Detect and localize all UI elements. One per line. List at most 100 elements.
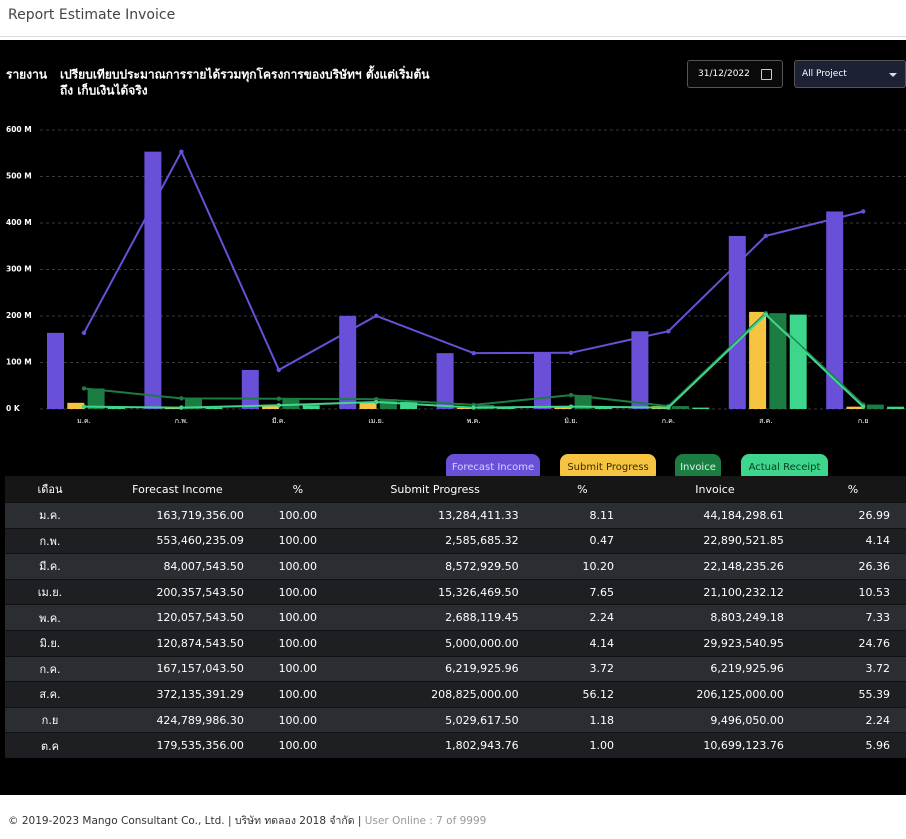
table-row: ส.ค. 372,135,391.29 100.00 208,825,000.00 56… [5,681,906,708]
column-header: Invoice [630,476,800,503]
table-cell: 2,688,119.45 [335,604,535,631]
line-point [763,312,768,317]
y-tick-label: 600 M [6,125,32,134]
table-cell: 2.24 [799,706,906,733]
table-cell: 100.00 [259,527,336,554]
bar [339,315,357,409]
line-point [179,396,184,401]
x-tick-label: มิ.ย. [564,417,577,425]
bar [789,314,807,409]
table-row: ก.ค. 167,157,043.50 100.00 6,219,925.96 3.72… [5,655,906,682]
column-header: Forecast Income [94,476,260,503]
table-cell: 200,357,543.50 [94,578,260,605]
table-cell: 163,719,356.00 [94,502,260,529]
bar [497,407,515,409]
table-cell: 3.72 [534,655,631,682]
table-cell: 22,890,521.85 [630,527,800,554]
y-tick-label: 0 K [6,404,21,413]
bar [241,369,259,409]
table-cell: 100.00 [259,604,336,631]
line-point [568,392,574,398]
table-cell: 29,923,540.95 [630,629,800,657]
table-cell: 100.00 [259,629,336,657]
table-row: พ.ค. 120,057,543.50 100.00 2,688,119.45 2.24… [5,604,906,631]
table-cell: 5,000,000.00 [335,629,535,657]
x-tick-label: พ.ค. [467,417,481,425]
x-tick-label: ก.ย [858,417,869,425]
table-cell: 179,535,356.00 [94,732,260,758]
table-cell: 26.36 [799,553,906,580]
column-header: % [259,476,336,503]
table-row: เม.ย. 200,357,543.50 100.00 15,326,469.50 7.… [5,578,906,605]
table-cell: 26.99 [799,502,906,529]
line-point [763,233,768,239]
chart-title-label: รายงาน [6,68,48,82]
column-header: Submit Progress [335,476,535,503]
table-row: มิ.ย. 120,874,543.50 100.00 5,000,000.00 4.1… [5,629,906,657]
line-point [179,405,184,410]
bar [87,388,105,409]
table-cell: 1.00 [534,732,631,758]
table-cell: 424,789,986.30 [94,706,260,733]
table-cell: 100.00 [259,681,336,708]
table-row: ต.ค 179,535,356.00 100.00 1,802,943.76 1.00 1… [5,732,906,758]
table-cell: 553,460,235.09 [94,527,260,554]
bar [887,406,905,409]
table-cell: 3.72 [799,655,906,682]
table-cell: 2,585,685.32 [335,527,535,554]
table-cell: 15,326,469.50 [335,578,535,605]
table-cell: เม.ย. [5,578,95,605]
bar [826,211,844,409]
line-point [374,313,379,319]
bar [728,235,746,409]
x-tick-label: ม.ค. [77,417,91,425]
table-row: มี.ค. 84,007,543.50 100.00 8,572,929.50 10.2… [5,553,906,580]
bar [67,402,85,409]
bar [574,395,592,409]
bar [47,332,64,409]
user-online: User Online : 7 of 9999 [364,815,487,827]
table-cell: 10.20 [534,553,631,580]
x-tick-label: ก.พ. [175,417,188,425]
bar [205,407,223,409]
line-point [568,404,574,409]
top-bar: Report Estimate Invoice [0,0,906,37]
bar [262,405,280,409]
date-picker[interactable]: 31/12/2022 [687,60,783,88]
bar [400,402,418,409]
table-cell: 100.00 [259,655,336,682]
table-cell: 5.96 [799,732,906,758]
line-point [666,329,671,334]
table-cell: 10,699,123.76 [630,732,800,758]
table-cell: 100.00 [259,502,336,529]
table-cell: พ.ค. [5,604,95,631]
table-cell: 100.00 [259,553,336,580]
table-cell: 2.24 [534,604,631,631]
bar [534,352,551,409]
table-cell: 6,219,925.96 [335,655,535,682]
table-cell: 10.53 [799,578,906,605]
table-cell: 21,100,232.12 [630,578,800,605]
column-header: % [799,476,906,503]
chart-subtitle: ถึง เก็บเงินได้จริง [60,83,148,98]
table-cell: 24.76 [799,629,906,657]
table-cell: ก.ค. [5,655,95,682]
bar [456,407,474,409]
table-cell: 9,496,050.00 [630,706,800,733]
table-cell: 84,007,543.50 [94,553,260,580]
line-point [471,350,476,356]
table-cell: ต.ค [5,732,95,758]
bar [144,151,162,409]
bar [692,407,710,409]
table-cell: มี.ค. [5,553,95,580]
x-tick-label: ส.ค. [759,417,772,425]
project-select[interactable]: All Project [794,60,906,88]
table-cell: 7.65 [534,578,631,605]
bar [379,399,397,409]
bar [769,313,787,409]
x-tick-label: มี.ค. [272,417,286,425]
line-point [276,396,281,401]
table-row: ก.ย 424,789,986.30 100.00 5,029,617.50 1.18 9… [5,706,906,733]
bar [672,406,689,409]
